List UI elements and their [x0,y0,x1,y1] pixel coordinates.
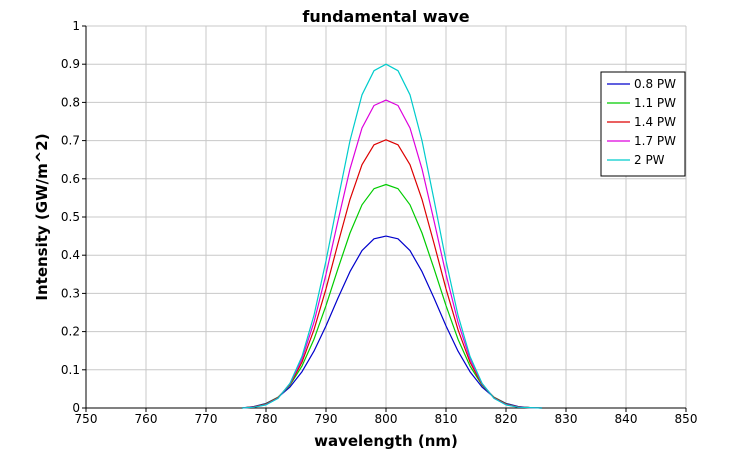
legend-label-3: 1.7 PW [634,134,676,148]
series-line-2 [241,139,543,409]
y-tick-label: 1 [72,19,80,33]
y-tick-label: 0.9 [61,57,80,71]
series-line-1 [241,183,543,409]
chart-title: fundamental wave [302,7,469,26]
x-tick-label: 750 [75,412,98,426]
y-tick-label: 0.1 [61,363,80,377]
x-axis-label: wavelength (nm) [314,432,458,450]
series-lines [241,63,543,409]
x-tick-label: 780 [255,412,278,426]
x-tick-labels: 750 760 770 780 790 800 810 820 830 840 850 [75,408,698,426]
legend-label-1: 1.1 PW [634,96,676,110]
x-tick-label: 840 [615,412,638,426]
y-tick-label: 0.8 [61,95,80,109]
y-tick-label: 0.5 [61,210,80,224]
y-tick-label: 0.6 [61,172,80,186]
x-tick-label: 850 [675,412,698,426]
legend-label-2: 1.4 PW [634,115,676,129]
x-tick-label: 770 [195,412,218,426]
x-tick-label: 810 [435,412,458,426]
y-tick-label: 0.7 [61,134,80,148]
grid [86,25,687,408]
x-tick-label: 830 [555,412,578,426]
y-tick-label: 0.3 [61,286,80,300]
y-tick-label: 0.4 [61,248,80,262]
series-line-0 [241,235,543,409]
x-tick-label: 760 [135,412,158,426]
legend-label-0: 0.8 PW [634,77,676,91]
y-tick-labels: 0 0.1 0.2 0.3 0.4 0.5 0.6 0.7 0.8 0.9 1 [61,19,86,415]
y-tick-label: 0.2 [61,325,80,339]
legend: 0.8 PW 1.1 PW 1.4 PW 1.7 PW 2 PW [600,71,686,177]
series-line-4 [241,63,543,409]
y-tick-label: 0 [72,401,80,415]
y-axis-label: Intensity (GW/m^2) [33,133,51,300]
legend-box [600,71,686,177]
legend-label-4: 2 PW [634,153,665,167]
x-tick-label: 790 [315,412,338,426]
x-tick-label: 820 [495,412,518,426]
series-line-3 [241,99,543,409]
x-tick-label: 800 [375,412,398,426]
